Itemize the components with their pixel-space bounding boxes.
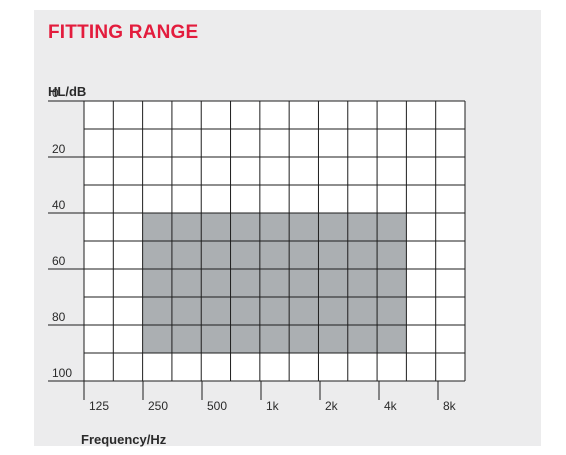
- y-axis-label: HL/dB: [48, 84, 86, 99]
- y-tick-label: 100: [52, 366, 72, 380]
- x-tick-label: 2k: [325, 399, 339, 413]
- x-tick-label: 4k: [384, 399, 398, 413]
- plot-area: 0 20 40 60 80 100 125 250 500 1k 2k 4k 8k: [48, 86, 466, 413]
- x-tick-label: 8k: [443, 399, 457, 413]
- y-tick-label: 20: [52, 142, 66, 156]
- x-tick-label: 125: [89, 399, 109, 413]
- y-tick-label: 60: [52, 254, 66, 268]
- fitting-range-area: [143, 213, 406, 353]
- y-tick-label: 0: [52, 86, 59, 100]
- x-axis-label: Frequency/Hz: [81, 432, 167, 447]
- x-tick-label: 500: [207, 399, 227, 413]
- y-tick-label: 40: [52, 198, 66, 212]
- chart-title: FITTING RANGE: [48, 22, 199, 43]
- x-tick-label: 1k: [266, 399, 280, 413]
- x-tick-label: 250: [148, 399, 168, 413]
- y-tick-label: 80: [52, 310, 66, 324]
